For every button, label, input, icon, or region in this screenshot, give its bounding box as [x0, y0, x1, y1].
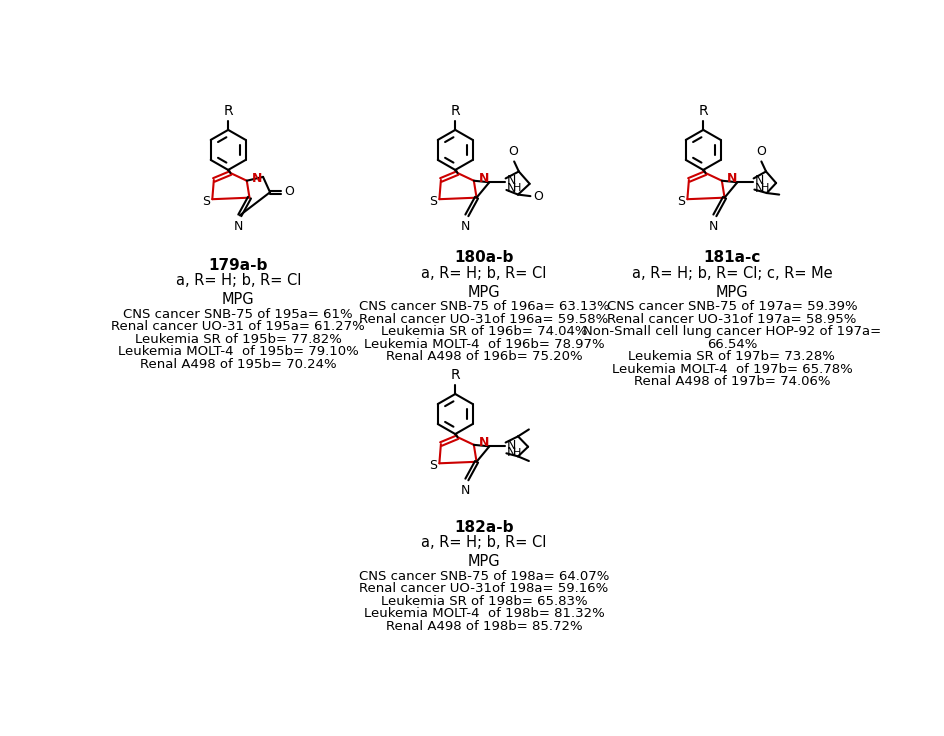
Text: H: H	[760, 183, 768, 194]
Text: N: N	[478, 172, 488, 185]
Text: Leukemia SR of 196b= 74.04%: Leukemia SR of 196b= 74.04%	[380, 325, 586, 339]
Text: MPG: MPG	[467, 285, 499, 300]
Text: CNS cancer SNB-75 of 195a= 61%: CNS cancer SNB-75 of 195a= 61%	[124, 308, 353, 321]
Text: N: N	[726, 172, 736, 185]
Text: Renal cancer UO-31of 198a= 59.16%: Renal cancer UO-31of 198a= 59.16%	[359, 582, 608, 595]
Text: a, R= H; b, R= Cl: a, R= H; b, R= Cl	[421, 266, 546, 280]
Text: N: N	[478, 436, 488, 449]
Text: N: N	[460, 220, 469, 233]
Text: Leukemia SR of 198b= 65.83%: Leukemia SR of 198b= 65.83%	[380, 595, 586, 608]
Text: Renal A498 of 197b= 74.06%: Renal A498 of 197b= 74.06%	[633, 375, 829, 389]
Text: a, R= H; b, R= Cl; c, R= Me: a, R= H; b, R= Cl; c, R= Me	[631, 266, 832, 280]
Text: N: N	[251, 172, 261, 185]
Text: 180a-b: 180a-b	[454, 250, 514, 265]
Text: a, R= H; b, R= Cl: a, R= H; b, R= Cl	[176, 273, 300, 289]
Text: R: R	[450, 368, 460, 382]
Text: S: S	[430, 195, 437, 208]
Text: CNS cancer SNB-75 of 196a= 63.13%: CNS cancer SNB-75 of 196a= 63.13%	[358, 300, 609, 313]
Text: Renal cancer UO-31of 197a= 58.95%: Renal cancer UO-31of 197a= 58.95%	[607, 313, 855, 325]
Text: N: N	[754, 174, 764, 187]
Text: MPG: MPG	[715, 285, 748, 300]
Text: 182a-b: 182a-b	[454, 520, 514, 534]
Text: R: R	[450, 104, 460, 118]
Text: N: N	[506, 439, 515, 452]
Text: 181a-c: 181a-c	[702, 250, 760, 265]
Text: O: O	[508, 146, 517, 158]
Text: H: H	[512, 183, 520, 194]
Text: a, R= H; b, R= Cl: a, R= H; b, R= Cl	[421, 535, 546, 550]
Text: Renal A498 of 198b= 85.72%: Renal A498 of 198b= 85.72%	[385, 620, 582, 633]
Text: H: H	[512, 448, 520, 458]
Text: Renal cancer UO-31 of 195a= 61.27%: Renal cancer UO-31 of 195a= 61.27%	[111, 320, 364, 333]
Text: O: O	[284, 185, 294, 198]
Text: Renal A498 of 196b= 75.20%: Renal A498 of 196b= 75.20%	[385, 350, 582, 364]
Text: N: N	[506, 182, 515, 195]
Text: O: O	[533, 190, 543, 202]
Text: N: N	[506, 447, 515, 459]
Text: MPG: MPG	[467, 554, 499, 569]
Text: N: N	[708, 220, 717, 233]
Text: Leukemia MOLT-4  of 198b= 81.32%: Leukemia MOLT-4 of 198b= 81.32%	[363, 607, 603, 620]
Text: Leukemia MOLT-4  of 195b= 79.10%: Leukemia MOLT-4 of 195b= 79.10%	[118, 345, 358, 358]
Text: N: N	[233, 220, 243, 233]
Text: 66.54%: 66.54%	[706, 338, 756, 351]
Text: S: S	[202, 195, 211, 208]
Text: N: N	[506, 174, 515, 187]
Text: N: N	[460, 484, 469, 498]
Text: S: S	[677, 195, 684, 208]
Text: S: S	[430, 459, 437, 472]
Text: Leukemia SR of 195b= 77.82%: Leukemia SR of 195b= 77.82%	[135, 333, 342, 346]
Text: Renal cancer UO-31of 196a= 59.58%: Renal cancer UO-31of 196a= 59.58%	[359, 313, 608, 325]
Text: Renal A498 of 195b= 70.24%: Renal A498 of 195b= 70.24%	[140, 358, 336, 371]
Text: Leukemia MOLT-4  of 196b= 78.97%: Leukemia MOLT-4 of 196b= 78.97%	[363, 338, 603, 351]
Text: Leukemia MOLT-4  of 197b= 65.78%: Leukemia MOLT-4 of 197b= 65.78%	[611, 363, 851, 376]
Text: Non-Small cell lung cancer HOP-92 of 197a=: Non-Small cell lung cancer HOP-92 of 197…	[582, 325, 880, 339]
Text: CNS cancer SNB-75 of 197a= 59.39%: CNS cancer SNB-75 of 197a= 59.39%	[606, 300, 856, 313]
Text: O: O	[755, 146, 766, 158]
Text: 179a-b: 179a-b	[209, 258, 268, 273]
Text: CNS cancer SNB-75 of 198a= 64.07%: CNS cancer SNB-75 of 198a= 64.07%	[359, 570, 609, 583]
Text: Leukemia SR of 197b= 73.28%: Leukemia SR of 197b= 73.28%	[628, 350, 834, 364]
Text: MPG: MPG	[222, 292, 254, 308]
Text: R: R	[223, 104, 233, 118]
Text: N: N	[754, 182, 764, 195]
Text: R: R	[698, 104, 707, 118]
